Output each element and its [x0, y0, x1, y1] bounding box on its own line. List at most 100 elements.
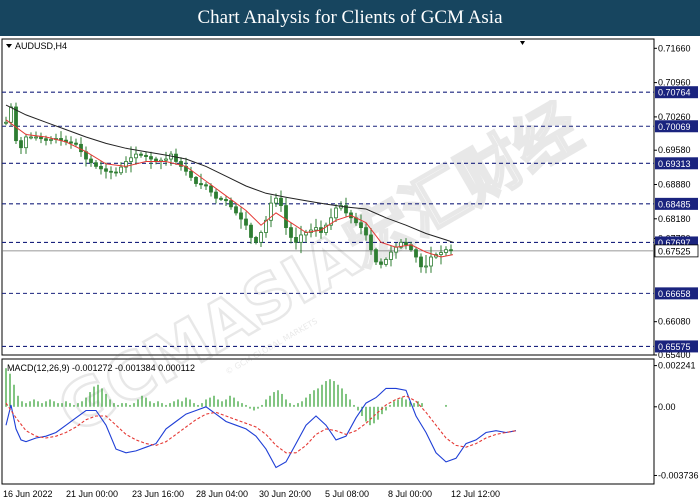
candle-body [294, 237, 298, 243]
candle-body [179, 161, 183, 167]
candle-body [284, 205, 288, 229]
candle-body [344, 205, 348, 214]
candle-body [249, 224, 253, 238]
y-tick-label: 0.71660 [658, 43, 691, 53]
candle-body [194, 177, 198, 184]
candle-body [189, 170, 193, 178]
candle-body [329, 217, 333, 226]
candle-body [94, 162, 98, 167]
candle-body [139, 153, 143, 156]
y-tick-label: 0.70260 [658, 112, 691, 122]
candle-body [424, 265, 428, 268]
macd-tick-label: 0.002241 [658, 361, 696, 371]
collapse-triangle-icon[interactable] [6, 44, 12, 48]
candle-body [419, 256, 423, 268]
macd-tick-label: 0.00 [658, 402, 676, 412]
candle-body [89, 158, 93, 164]
candle-body [414, 249, 418, 258]
current-price-tag [654, 244, 699, 258]
x-tick-7: 12 Jul 12:00 [451, 489, 500, 499]
candle-body [44, 138, 48, 141]
level-tag [655, 287, 698, 300]
level-tag [655, 157, 698, 170]
candle-body [389, 251, 393, 260]
symbol-title: AUDUSD,H4 [15, 41, 67, 51]
x-tick-2: 23 Jun 16:00 [132, 489, 184, 499]
candle-body [299, 234, 303, 243]
candle-body [134, 153, 138, 159]
candle-body [49, 139, 53, 141]
candle-body [289, 227, 293, 238]
y-tick-label: 0.65400 [658, 350, 691, 360]
candle-body [449, 249, 453, 252]
level-label: 0.68485 [658, 199, 691, 209]
level-tag [655, 197, 698, 210]
candle-body [219, 197, 223, 200]
candle-body [39, 136, 43, 140]
candle-body [229, 200, 233, 208]
macd-main-line [5, 387, 517, 469]
current-price-label: 0.67525 [658, 246, 691, 256]
candle-body [394, 246, 398, 253]
candle-body [269, 202, 273, 221]
level-label: 0.65575 [658, 342, 691, 352]
candle-body [34, 136, 38, 139]
candle-body [104, 168, 108, 172]
level-label: 0.70069 [658, 122, 691, 132]
candle-body [274, 197, 278, 204]
x-tick-4: 30 Jun 20:00 [259, 489, 311, 499]
candle-body [74, 142, 78, 145]
candle-body [24, 136, 28, 149]
candle-body [364, 227, 368, 236]
candle-body [384, 259, 388, 265]
level-label: 0.67697 [658, 238, 691, 248]
candle-body [9, 106, 13, 123]
candle-body [244, 218, 248, 226]
x-tick-0: 16 Jun 2022 [3, 489, 53, 499]
x-tick-1: 21 Jun 00:00 [66, 489, 118, 499]
candle-body [429, 256, 433, 267]
level-label: 0.70764 [658, 88, 691, 98]
candle-body [69, 141, 73, 144]
candle-body [204, 184, 208, 187]
candle-body [444, 249, 448, 253]
candle-body [124, 161, 128, 168]
candle-body [79, 143, 83, 153]
candle-body [14, 106, 18, 142]
candle-body [259, 232, 263, 243]
macd-tick-label: -0.003736 [658, 470, 699, 480]
y-tick-label: 0.66080 [658, 317, 691, 327]
candle-body [369, 234, 373, 251]
macd-signal-line [5, 395, 517, 454]
candle-body [214, 191, 218, 199]
candle-body [239, 212, 243, 220]
x-tick-5: 5 Jul 08:00 [325, 489, 369, 499]
candle-body [439, 252, 443, 255]
y-tick-label: 0.68880 [658, 180, 691, 190]
ma-slow-line [5, 104, 454, 243]
candle-body [19, 140, 23, 149]
candle-body [29, 136, 33, 139]
candle-body [279, 197, 283, 206]
candle-body [359, 222, 363, 229]
macd-panel-frame [1, 358, 655, 485]
level-tag [655, 120, 698, 133]
candle-body [264, 219, 268, 233]
y-tick-label: 0.69580 [658, 145, 691, 155]
candle-body [254, 237, 258, 243]
candle-body [199, 183, 203, 186]
x-tick-6: 8 Jul 00:00 [388, 489, 432, 499]
candle-body [114, 171, 118, 174]
candle-body [174, 153, 178, 162]
window-marker-icon [520, 41, 525, 45]
level-label: 0.66658 [658, 289, 691, 299]
level-tag [655, 86, 698, 99]
candle-body [119, 166, 123, 174]
candle-body [144, 154, 148, 157]
candle-body [399, 241, 403, 248]
chart-canvas: GCMASIA宏汇财经 © GCM GLOBAL MARKETS AUDUSD,… [1, 38, 699, 499]
level-label: 0.69313 [658, 159, 691, 169]
candle-body [324, 224, 328, 233]
candle-body [99, 165, 103, 170]
